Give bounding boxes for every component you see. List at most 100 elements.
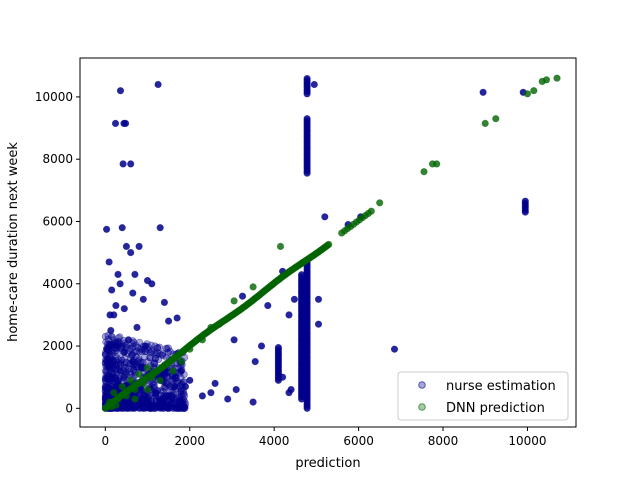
- data-point: [171, 382, 179, 391]
- data-point: [276, 242, 285, 250]
- x-tick-label: 4000: [259, 434, 290, 448]
- data-point: [160, 298, 168, 307]
- data-point: [112, 342, 120, 350]
- data-point: [120, 305, 128, 313]
- x-tick-label: 2000: [174, 434, 205, 448]
- data-point: [108, 403, 116, 411]
- data-point: [224, 395, 232, 403]
- y-tick-label: 2000: [42, 339, 73, 353]
- data-point: [155, 343, 163, 351]
- y-tick-label: 6000: [42, 214, 73, 228]
- series-nurse-estimation: [101, 74, 529, 412]
- data-point: [114, 334, 122, 342]
- data-point: [257, 342, 266, 350]
- data-point: [107, 326, 115, 335]
- data-point: [110, 311, 118, 319]
- data-point: [108, 373, 116, 381]
- data-point: [152, 389, 160, 397]
- x-axis-label: prediction: [295, 456, 360, 471]
- data-point: [151, 359, 159, 368]
- data-point: [420, 168, 428, 176]
- data-point: [303, 74, 311, 83]
- data-point: [133, 323, 141, 332]
- data-point: [175, 397, 184, 405]
- data-point: [173, 404, 182, 412]
- data-point: [165, 372, 174, 381]
- data-point: [156, 224, 164, 232]
- data-point: [127, 249, 135, 257]
- data-point: [298, 271, 306, 279]
- data-point: [215, 320, 223, 328]
- data-point: [118, 382, 126, 391]
- data-point: [165, 317, 173, 325]
- data-point: [101, 332, 109, 341]
- data-point: [376, 199, 384, 207]
- data-point: [163, 372, 171, 380]
- data-point: [148, 280, 156, 288]
- data-point: [118, 356, 126, 364]
- data-point: [433, 160, 441, 168]
- data-point: [165, 392, 173, 400]
- data-point: [127, 160, 135, 168]
- data-point: [127, 376, 135, 384]
- data-point: [141, 342, 149, 350]
- data-point: [147, 404, 155, 412]
- data-point: [207, 323, 215, 332]
- data-point: [122, 392, 130, 400]
- data-point: [137, 364, 145, 372]
- data-point: [249, 283, 257, 291]
- data-point: [211, 379, 219, 388]
- data-point: [303, 115, 311, 123]
- legend-label-dnn-prediction: DNN prediction: [446, 401, 545, 416]
- data-point: [177, 358, 185, 366]
- legend-marker-dnn-prediction: [418, 403, 426, 411]
- data-point: [521, 197, 529, 205]
- legend: nurse estimation DNN prediction: [397, 371, 569, 421]
- x-axis: 0 2000 4000 6000 8000 10000: [102, 427, 547, 448]
- data-point: [122, 242, 130, 250]
- data-point: [143, 364, 152, 372]
- legend-label-nurse-estimation: nurse estimation: [446, 379, 556, 394]
- data-point: [232, 386, 240, 394]
- data-point: [154, 80, 162, 89]
- data-point: [169, 404, 177, 412]
- data-point: [542, 76, 551, 84]
- data-point: [325, 240, 333, 248]
- data-point: [310, 80, 318, 89]
- data-point: [390, 345, 399, 353]
- y-tick-label: 8000: [42, 152, 73, 166]
- series-dnn-prediction: [101, 74, 561, 412]
- data-point: [156, 398, 164, 406]
- data-point: [523, 90, 532, 98]
- data-point: [135, 400, 143, 408]
- data-point: [120, 348, 128, 356]
- data-point: [135, 370, 143, 378]
- data-point: [108, 286, 116, 294]
- data-point: [287, 386, 295, 394]
- data-point: [103, 384, 111, 392]
- x-tick-label: 6000: [343, 434, 374, 448]
- data-point: [116, 367, 124, 375]
- data-point: [171, 373, 179, 381]
- y-axis-label: home-care duration next week: [6, 142, 21, 342]
- data-point: [181, 382, 190, 391]
- data-point: [135, 242, 143, 250]
- data-point: [101, 375, 109, 383]
- data-point: [186, 345, 194, 353]
- data-point: [162, 344, 170, 353]
- data-point: [156, 376, 164, 384]
- data-point: [186, 376, 194, 384]
- data-point: [290, 295, 299, 303]
- data-point: [164, 404, 172, 412]
- data-point: [105, 258, 113, 266]
- data-point: [143, 386, 152, 394]
- data-point: [102, 367, 110, 375]
- data-point: [492, 115, 500, 123]
- data-point: [198, 336, 206, 344]
- y-axis: 0 2000 4000 6000 8000 10000: [35, 90, 80, 415]
- data-point: [314, 295, 323, 303]
- data-point: [139, 295, 147, 303]
- data-point: [153, 344, 162, 352]
- data-point: [553, 74, 561, 82]
